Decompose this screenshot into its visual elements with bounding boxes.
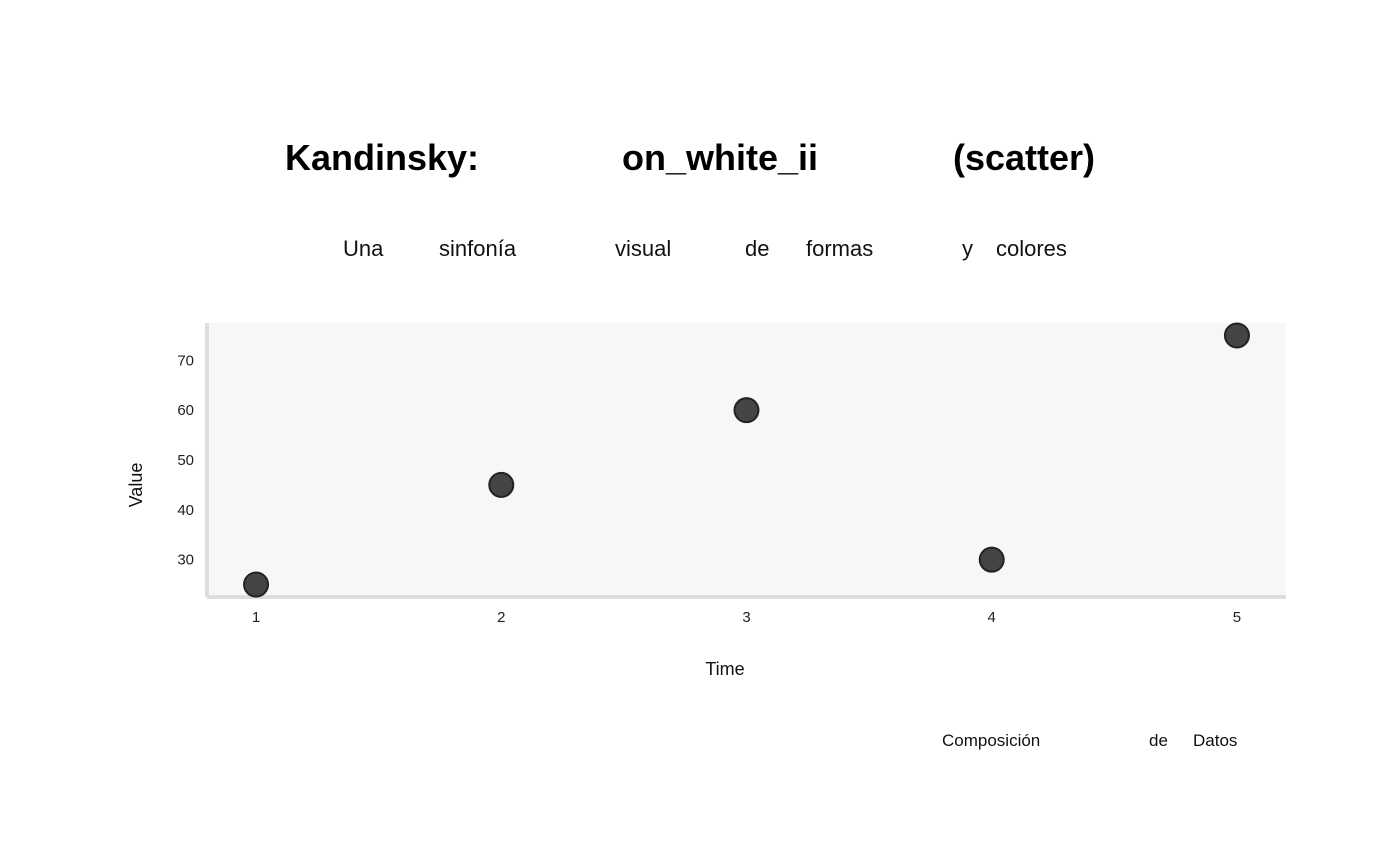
chart-title: Kandinsky: on_white_ii (scatter) (285, 137, 1095, 178)
subtitle-word-5: formas (806, 236, 873, 261)
x-axis-ticks: 1 2 3 4 5 (252, 609, 1241, 626)
footer-word-2: de (1149, 731, 1168, 750)
scatter-points (243, 322, 1250, 598)
y-tick-label: 70 (177, 352, 194, 369)
x-tick-label: 1 (252, 609, 260, 626)
chart-subtitle: Una sinfonía visual de formas y colores (343, 236, 1067, 261)
subtitle-word-7: colores (996, 236, 1067, 261)
data-point (733, 397, 760, 424)
subtitle-word-2: sinfonía (439, 236, 517, 261)
data-point (978, 546, 1005, 573)
subtitle-word-4: de (745, 236, 769, 261)
y-tick-label: 40 (177, 502, 194, 519)
footer-caption: Composición de Datos (942, 731, 1237, 750)
data-point (1223, 322, 1250, 349)
x-tick-label: 3 (742, 609, 750, 626)
subtitle-word-6: y (962, 236, 973, 261)
y-tick-label: 30 (177, 552, 194, 569)
footer-word-1: Composición (942, 731, 1040, 750)
subtitle-word-1: Una (343, 236, 384, 261)
title-word-2: on_white_ii (622, 137, 818, 178)
plot-area (207, 323, 1286, 597)
x-tick-label: 2 (497, 609, 505, 626)
title-word-3: (scatter) (953, 137, 1095, 178)
x-tick-label: 5 (1233, 609, 1241, 626)
subtitle-word-3: visual (615, 236, 671, 261)
x-axis-title: Time (705, 659, 744, 679)
y-axis-title: Value (126, 463, 146, 508)
data-point (243, 571, 270, 598)
y-tick-label: 50 (177, 452, 194, 469)
title-word-1: Kandinsky: (285, 137, 479, 178)
data-point (488, 471, 515, 498)
y-tick-label: 60 (177, 402, 194, 419)
x-tick-label: 4 (988, 609, 996, 626)
footer-word-3: Datos (1193, 731, 1237, 750)
y-axis-ticks: 30 40 50 60 70 (177, 352, 194, 568)
